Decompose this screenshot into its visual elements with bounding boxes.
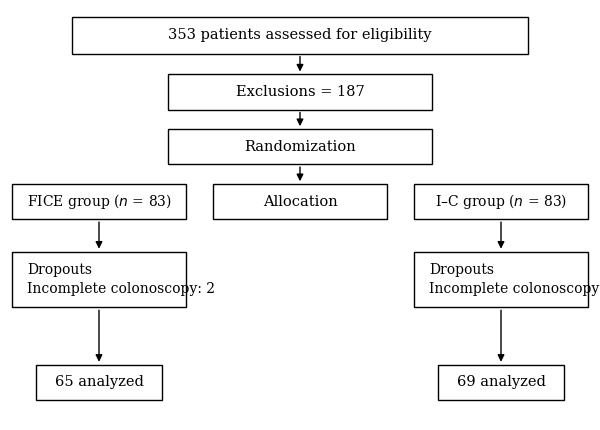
Text: Dropouts: Dropouts [429, 263, 494, 276]
FancyBboxPatch shape [213, 184, 387, 219]
Text: Incomplete colonoscopy: 0: Incomplete colonoscopy: 0 [429, 283, 600, 296]
Text: 353 patients assessed for eligibility: 353 patients assessed for eligibility [168, 28, 432, 43]
FancyBboxPatch shape [414, 184, 588, 219]
Text: 65 analyzed: 65 analyzed [55, 375, 143, 389]
FancyBboxPatch shape [414, 252, 588, 307]
Text: Exclusions = 187: Exclusions = 187 [236, 85, 364, 99]
Text: FICE group ($n$ = 83): FICE group ($n$ = 83) [26, 192, 172, 211]
FancyBboxPatch shape [12, 252, 186, 307]
FancyBboxPatch shape [36, 365, 162, 400]
FancyBboxPatch shape [12, 184, 186, 219]
Text: Dropouts: Dropouts [27, 263, 92, 276]
Text: 69 analyzed: 69 analyzed [457, 375, 545, 389]
FancyBboxPatch shape [72, 17, 528, 54]
Text: Randomization: Randomization [244, 140, 356, 154]
FancyBboxPatch shape [168, 74, 432, 110]
FancyBboxPatch shape [438, 365, 564, 400]
Text: I–C group ($n$ = 83): I–C group ($n$ = 83) [435, 192, 567, 211]
Text: Allocation: Allocation [263, 195, 337, 209]
Text: Incomplete colonoscopy: 2: Incomplete colonoscopy: 2 [27, 283, 215, 296]
FancyBboxPatch shape [168, 129, 432, 164]
